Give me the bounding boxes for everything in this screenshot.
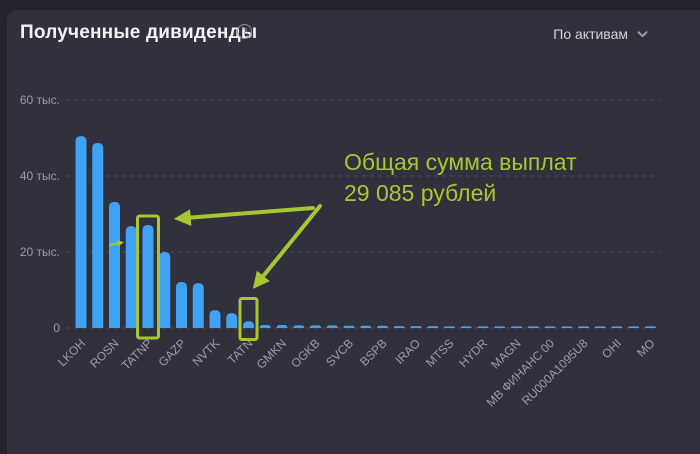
bar-20[interactable] xyxy=(393,326,405,328)
bar-HYDR[interactable] xyxy=(477,326,489,328)
bar-BSPB[interactable] xyxy=(377,325,388,328)
bar-16[interactable] xyxy=(326,325,338,328)
bar-OGKB[interactable] xyxy=(310,325,321,328)
bar-22[interactable] xyxy=(427,326,439,328)
x-tick-label-HYDR: HYDR xyxy=(456,336,490,370)
view-selector-label: По активам xyxy=(553,26,628,42)
bar-LKOH[interactable] xyxy=(75,136,87,328)
bar-IRAO[interactable] xyxy=(410,326,422,328)
highlight-rect-TATNP xyxy=(136,214,160,340)
bar-TATN[interactable] xyxy=(243,321,254,328)
bar-24[interactable] xyxy=(460,326,472,328)
annotation-line-1: Общая сумма выплат xyxy=(344,149,577,175)
bar-12[interactable] xyxy=(259,324,271,328)
x-tick-label-SVCB: SVCB xyxy=(323,336,356,369)
view-selector-dropdown[interactable]: По активам xyxy=(553,26,648,42)
x-tick-label-LKOH: LKOH xyxy=(55,336,88,369)
x-tick-label-NVTK: NVTK xyxy=(190,336,223,369)
bar-TATNP[interactable] xyxy=(142,225,154,328)
bar-28[interactable] xyxy=(527,326,539,328)
bar-NVTK[interactable] xyxy=(209,310,221,328)
bar-14[interactable] xyxy=(293,325,305,328)
bar-MAGN[interactable] xyxy=(511,326,522,328)
bar-6[interactable] xyxy=(159,252,171,328)
small-arrow-to-tatnp-bar xyxy=(109,240,124,247)
x-tick-label-TATNP: TATNP xyxy=(119,336,155,372)
y-tick-label: 60 тыс. xyxy=(20,93,60,107)
arrow-to-tatnp xyxy=(173,206,315,226)
chevron-down-icon xyxy=(637,30,648,37)
x-tick-label-GMKN: GMKN xyxy=(254,336,289,371)
bar-26[interactable] xyxy=(494,326,506,328)
bar-RU000A1095U8[interactable] xyxy=(578,326,589,328)
bar-32[interactable] xyxy=(594,326,606,328)
bar-МВ ФИНАНС 00[interactable] xyxy=(544,326,556,328)
dividends-card xyxy=(7,10,700,454)
bar-ROSN[interactable] xyxy=(109,201,120,328)
page-title: Полученные дивиденды xyxy=(20,22,258,43)
bar-MTSS[interactable] xyxy=(444,326,455,328)
bar-2[interactable] xyxy=(92,142,104,328)
x-tick-label-ROSN: ROSN xyxy=(87,336,121,370)
y-tick-label: 40 тыс. xyxy=(20,169,60,183)
y-tick-label: 0 xyxy=(53,321,60,335)
x-tick-label-MTSS: MTSS xyxy=(423,336,456,369)
annotation-line-2: 29 085 рублей xyxy=(344,180,497,206)
bar-GAZP[interactable] xyxy=(176,282,187,328)
y-tick-label: 20 тыс. xyxy=(20,245,60,259)
highlight-rect-TATN xyxy=(238,297,259,341)
bar-10[interactable] xyxy=(226,313,238,328)
x-tick-label-OHI: OHI xyxy=(599,336,624,361)
arrow-to-tatn xyxy=(252,204,322,289)
bar-MO[interactable] xyxy=(645,326,656,328)
x-tick-label-IRAO: IRAO xyxy=(392,336,423,367)
x-tick-label-BSPB: BSPB xyxy=(357,336,390,369)
annotation-total-payout: Общая сумма выплат 29 085 рублей xyxy=(344,147,577,209)
bar-8[interactable] xyxy=(192,283,204,328)
bar-34[interactable] xyxy=(628,326,640,328)
bar-4[interactable] xyxy=(125,226,137,328)
bar-18[interactable] xyxy=(360,325,372,328)
x-tick-label-GAZP: GAZP xyxy=(156,336,189,369)
bar-GMKN[interactable] xyxy=(276,324,288,328)
bar-SVCB[interactable] xyxy=(343,325,355,328)
bar-30[interactable] xyxy=(561,326,573,328)
x-tick-label-MO: MO xyxy=(634,336,658,360)
help-icon[interactable]: ? xyxy=(237,24,252,39)
bar-OHI[interactable] xyxy=(611,326,623,328)
x-tick-label-OGKB: OGKB xyxy=(288,336,322,370)
